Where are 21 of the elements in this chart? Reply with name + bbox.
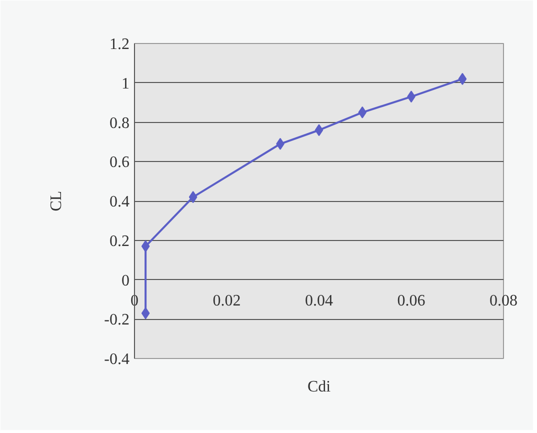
y-tick-label: 0 [122, 272, 130, 290]
y-tick-label: 0.2 [110, 232, 130, 250]
point [314, 124, 324, 136]
point [141, 240, 150, 252]
y-tick-label: -0.4 [104, 351, 130, 368]
point [358, 106, 367, 118]
y-tick-label: -0.2 [104, 312, 130, 329]
y-tick-label: 0.4 [110, 194, 130, 210]
y-tick-label: 0.8 [110, 114, 130, 132]
x-axis-title: Cdi [307, 378, 332, 396]
y-tick-label: 0.6 [110, 154, 130, 172]
point [141, 307, 150, 320]
x-tick-label: 0.04 [305, 292, 333, 310]
point [188, 191, 198, 204]
y-tick-label: 1.2 [110, 36, 130, 53]
point [458, 72, 467, 85]
y-axis-title: CL [48, 190, 66, 212]
x-tick-label: 0.06 [397, 292, 426, 310]
x-tick-label: 0.08 [490, 292, 518, 310]
y-tick-label: 1 [122, 75, 130, 92]
x-tick-label: 0.02 [212, 292, 241, 310]
